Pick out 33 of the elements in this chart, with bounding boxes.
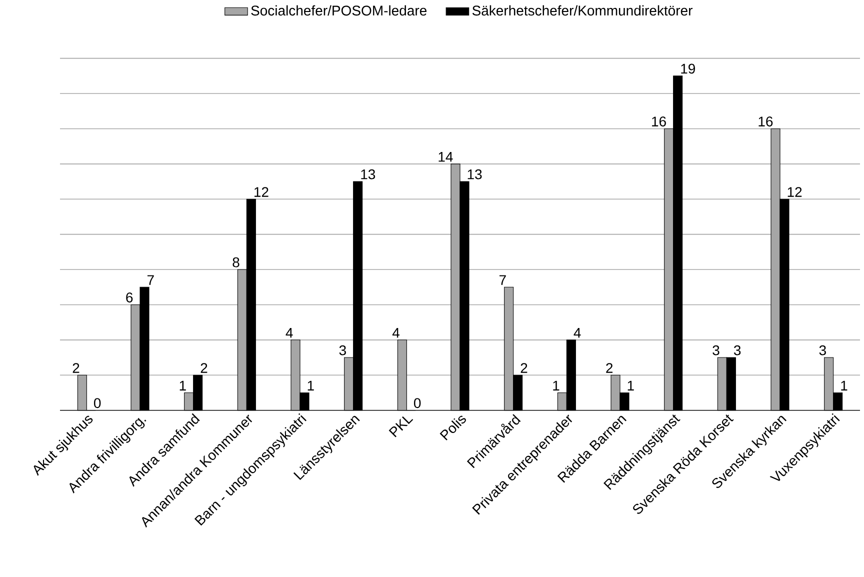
- data-label: 3: [734, 345, 741, 356]
- data-label: 4: [392, 328, 400, 338]
- data-label: 3: [819, 345, 826, 356]
- data-label: 2: [606, 363, 613, 373]
- data-label: 12: [254, 187, 268, 197]
- x-tick-label: PKL: [388, 416, 414, 438]
- data-label: 2: [520, 363, 528, 373]
- data-label: 7: [499, 275, 506, 285]
- data-label: 3: [712, 345, 720, 356]
- data-label: 16: [652, 116, 666, 126]
- data-label: 19: [681, 64, 695, 74]
- data-label: 14: [438, 152, 453, 162]
- data-label: 3: [339, 345, 346, 356]
- data-label: 1: [308, 380, 314, 390]
- data-label: 13: [468, 169, 482, 180]
- data-label: 1: [553, 380, 560, 390]
- data-label: 7: [147, 275, 154, 285]
- data-label: 1: [180, 380, 186, 390]
- data-label: 1: [628, 380, 634, 390]
- legend-label: Socialchefer/POSOM-ledare: [251, 5, 427, 16]
- data-label: 12: [788, 187, 802, 197]
- data-label: 4: [286, 328, 293, 338]
- data-label: 2: [200, 363, 208, 373]
- data-label: 16: [758, 116, 773, 126]
- data-label: 2: [72, 363, 80, 373]
- data-label: 0: [414, 398, 421, 408]
- data-label: 1: [841, 380, 848, 390]
- data-label: 13: [361, 169, 376, 180]
- data-label: 6: [126, 292, 133, 302]
- data-label: 4: [574, 328, 581, 338]
- legend-label: Säkerhetschefer/Kommundirektörer: [472, 5, 693, 16]
- data-label: 0: [94, 398, 101, 408]
- data-label: 8: [232, 257, 240, 268]
